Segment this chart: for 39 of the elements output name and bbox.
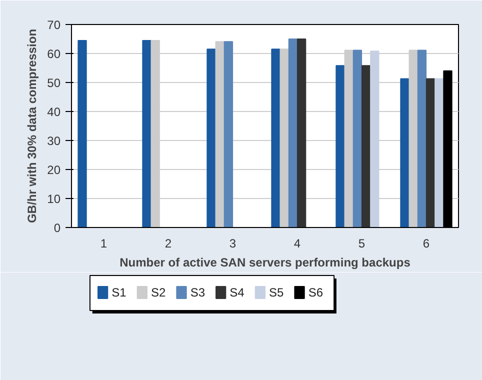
x-tick-label: 6 xyxy=(422,236,430,250)
y-tick-label: 0 xyxy=(54,221,61,235)
bar xyxy=(352,50,362,228)
bar xyxy=(336,65,345,228)
bar xyxy=(288,38,298,228)
x-tick-label: 3 xyxy=(229,236,236,250)
y-tick-label: 30 xyxy=(47,134,61,148)
bar xyxy=(280,48,289,228)
bar xyxy=(426,78,436,228)
y-tick-label: 40 xyxy=(47,105,61,119)
bar xyxy=(370,50,380,228)
x-axis-title: Number of active SAN servers performing backups xyxy=(120,256,411,270)
bar xyxy=(206,48,216,228)
bar xyxy=(400,78,410,228)
y-tick-label: 50 xyxy=(47,76,61,90)
y-tick-label: 60 xyxy=(47,47,61,61)
bar xyxy=(224,41,234,228)
legend-label: S4 xyxy=(230,286,245,300)
legend-label: S5 xyxy=(269,286,284,300)
y-tick-label: 20 xyxy=(47,163,61,177)
bar xyxy=(361,65,371,228)
bar xyxy=(78,40,87,228)
y-axis-title: GB/hr with 30% data compression xyxy=(25,28,40,224)
legend-label: S3 xyxy=(190,286,206,300)
bar xyxy=(271,48,280,228)
bar xyxy=(215,41,224,228)
legend-label: S1 xyxy=(112,286,127,300)
legend-label: S6 xyxy=(308,286,324,300)
bar xyxy=(142,40,152,228)
y-tick-label: 10 xyxy=(47,192,61,206)
legend-label: S2 xyxy=(150,286,166,300)
x-tick-label: 5 xyxy=(358,236,366,250)
y-tick-label: 70 xyxy=(47,18,61,32)
bar xyxy=(417,50,427,228)
bar xyxy=(434,78,444,228)
bar xyxy=(296,38,306,228)
x-tick-label: 2 xyxy=(164,236,172,250)
x-tick-label: 1 xyxy=(100,236,108,250)
x-tick-label: 4 xyxy=(294,236,301,250)
